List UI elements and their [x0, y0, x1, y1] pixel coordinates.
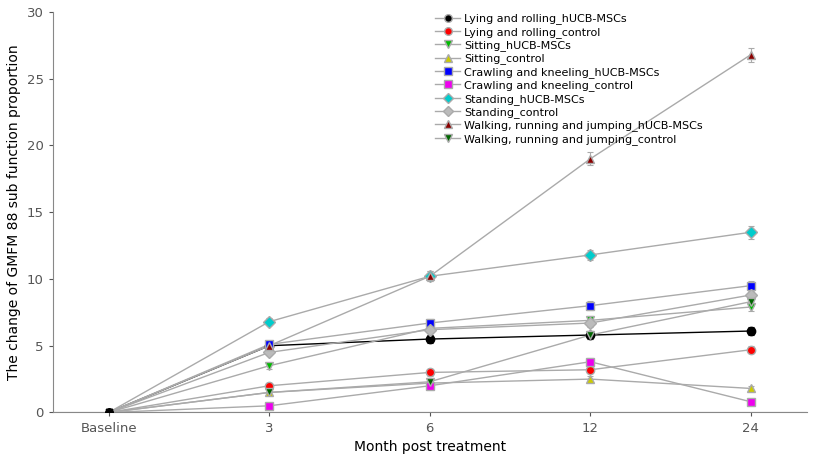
X-axis label: Month post treatment: Month post treatment	[354, 440, 505, 454]
Legend: Lying and rolling_hUCB-MSCs, Lying and rolling_control, Sitting_hUCB-MSCs, Sitti: Lying and rolling_hUCB-MSCs, Lying and r…	[435, 13, 702, 145]
Y-axis label: The change of GMFM 88 sub function proportion: The change of GMFM 88 sub function propo…	[7, 44, 21, 380]
